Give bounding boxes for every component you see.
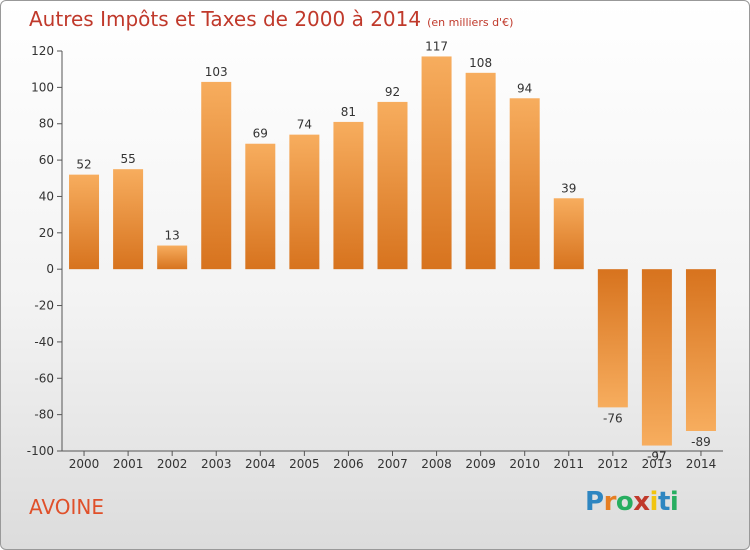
- y-tick-label: -20: [34, 299, 54, 313]
- x-tick-label: 2007: [377, 457, 408, 471]
- bar-2003: [201, 81, 232, 270]
- bar-2002: [157, 245, 188, 270]
- y-tick-label: -100: [27, 444, 54, 458]
- bar-2012: [597, 269, 628, 408]
- proxiti-logo: Proxiti: [585, 487, 679, 517]
- bar-2009: [465, 72, 496, 270]
- data-label: 74: [297, 118, 312, 132]
- data-label: 94: [517, 81, 532, 95]
- data-label: -89: [691, 435, 711, 449]
- data-label: 13: [165, 229, 180, 243]
- x-tick-label: 2009: [465, 457, 496, 471]
- x-tick-label: 2002: [157, 457, 188, 471]
- chart-title: Autres Impôts et Taxes de 2000 à 2014 (en…: [29, 7, 513, 31]
- x-tick-label: 2001: [113, 457, 144, 471]
- bar-2006: [333, 121, 364, 270]
- bar-2001: [113, 169, 144, 270]
- data-label: 55: [120, 152, 135, 166]
- bar-2013: [641, 269, 672, 446]
- y-tick-label: -80: [34, 408, 54, 422]
- y-tick-label: -60: [34, 371, 54, 385]
- data-label: 39: [561, 181, 576, 195]
- y-tick-label: 80: [39, 117, 54, 131]
- data-label: 81: [341, 105, 356, 119]
- bar-2007: [377, 101, 408, 270]
- data-label: 103: [205, 65, 228, 79]
- commune-name: AVOINE: [29, 495, 104, 519]
- chart-title-text: Autres Impôts et Taxes de 2000 à 2014: [29, 7, 422, 31]
- data-label: 108: [469, 56, 492, 70]
- data-label: 117: [425, 39, 448, 53]
- x-tick-label: 2011: [553, 457, 584, 471]
- x-tick-label: 2014: [686, 457, 717, 471]
- data-label: 52: [76, 158, 91, 172]
- x-tick-label: 2000: [69, 457, 100, 471]
- x-tick-label: 2003: [201, 457, 232, 471]
- x-tick-label: 2005: [289, 457, 320, 471]
- x-tick-label: 2006: [333, 457, 364, 471]
- y-tick-label: 0: [46, 262, 54, 276]
- x-tick-label: 2013: [642, 457, 673, 471]
- data-label: -97: [647, 450, 667, 464]
- y-tick-label: 100: [31, 80, 54, 94]
- bar-2010: [509, 98, 540, 270]
- data-label: -76: [603, 411, 623, 425]
- data-label: 69: [253, 127, 268, 141]
- x-tick-label: 2008: [421, 457, 452, 471]
- bar-2011: [553, 198, 584, 270]
- y-tick-label: 40: [39, 189, 54, 203]
- y-tick-label: 120: [31, 44, 54, 58]
- y-tick-label: 20: [39, 226, 54, 240]
- x-tick-label: 2004: [245, 457, 276, 471]
- x-tick-label: 2012: [598, 457, 629, 471]
- chart-unit: (en milliers d'€): [427, 16, 514, 29]
- bar-2000: [69, 174, 100, 270]
- bar-2004: [245, 143, 276, 270]
- x-tick-label: 2010: [509, 457, 540, 471]
- bar-2008: [421, 56, 452, 270]
- data-label: 92: [385, 85, 400, 99]
- bar-2014: [685, 269, 716, 431]
- y-tick-label: 60: [39, 153, 54, 167]
- y-tick-label: -40: [34, 335, 54, 349]
- bar-2005: [289, 134, 320, 270]
